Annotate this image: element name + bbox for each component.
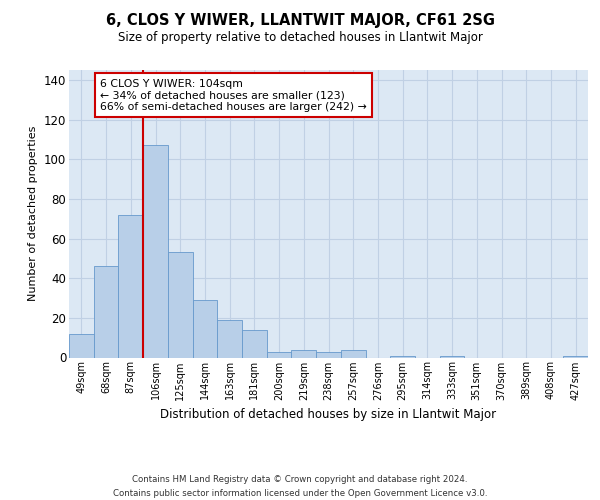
Bar xyxy=(390,356,415,358)
Bar xyxy=(563,356,588,358)
Bar xyxy=(168,252,193,358)
Bar xyxy=(440,356,464,358)
Bar xyxy=(316,352,341,358)
Bar xyxy=(143,146,168,358)
Bar xyxy=(69,334,94,357)
Text: Contains HM Land Registry data © Crown copyright and database right 2024.
Contai: Contains HM Land Registry data © Crown c… xyxy=(113,476,487,498)
Text: 6 CLOS Y WIWER: 104sqm
← 34% of detached houses are smaller (123)
66% of semi-de: 6 CLOS Y WIWER: 104sqm ← 34% of detached… xyxy=(100,78,367,112)
X-axis label: Distribution of detached houses by size in Llantwit Major: Distribution of detached houses by size … xyxy=(160,408,497,421)
Bar xyxy=(217,320,242,358)
Bar xyxy=(292,350,316,358)
Bar xyxy=(94,266,118,358)
Bar xyxy=(242,330,267,357)
Bar xyxy=(118,214,143,358)
Bar xyxy=(267,352,292,358)
Bar xyxy=(341,350,365,358)
Y-axis label: Number of detached properties: Number of detached properties xyxy=(28,126,38,302)
Text: 6, CLOS Y WIWER, LLANTWIT MAJOR, CF61 2SG: 6, CLOS Y WIWER, LLANTWIT MAJOR, CF61 2S… xyxy=(106,12,494,28)
Bar xyxy=(193,300,217,358)
Text: Size of property relative to detached houses in Llantwit Major: Size of property relative to detached ho… xyxy=(118,31,482,44)
